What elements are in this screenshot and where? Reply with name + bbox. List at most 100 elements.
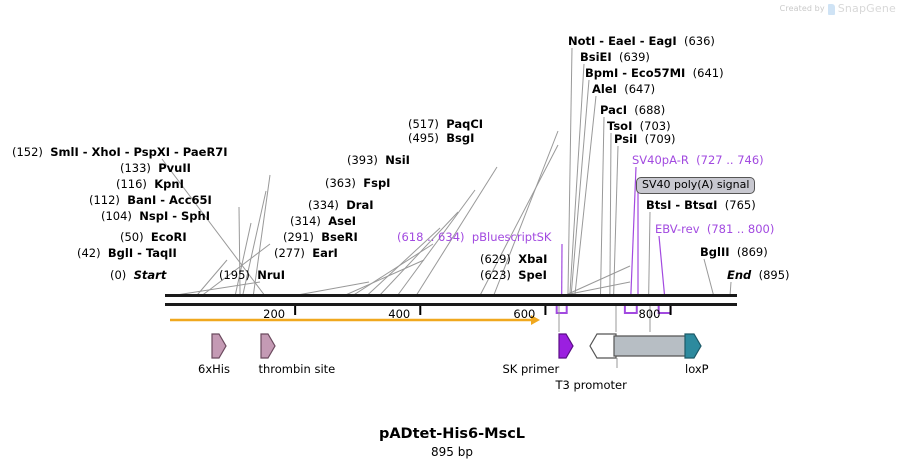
site-enzyme-names: Start xyxy=(133,268,167,282)
site-enzyme-names: BpmI - Eco57MI xyxy=(585,66,686,80)
site-position: (133) xyxy=(120,161,151,175)
site-label-smli-group[interactable]: (152) SmlI - XhoI - PspXI - PaeR7I xyxy=(12,146,228,159)
site-label-bseri[interactable]: (291) BseRI xyxy=(283,230,358,244)
leader-xbai xyxy=(563,265,631,297)
plasmid-length: 895 bp xyxy=(431,445,473,459)
site-label-end[interactable]: End (895) xyxy=(727,268,790,282)
primer-name: SV40pA-R xyxy=(632,153,689,167)
site-position: (495) xyxy=(408,131,439,145)
feature-arrow-t3-promoter xyxy=(589,333,617,359)
site-label-paqci[interactable]: (517) PaqCI xyxy=(408,117,484,131)
site-label-tsoi[interactable]: TsoI (703) xyxy=(607,120,671,133)
site-label-drai[interactable]: (334) DraI xyxy=(308,198,374,212)
site-position: (639) xyxy=(619,50,650,64)
site-position: (42) xyxy=(77,246,101,260)
leader-nrui xyxy=(291,281,370,297)
leader-fspi xyxy=(396,189,476,297)
watermark-prefix: Created by xyxy=(779,4,825,13)
leader-eari xyxy=(343,259,425,297)
site-label-nsii[interactable]: (393) NsiI xyxy=(347,153,410,167)
primer-label-sv40pa-r[interactable]: SV40pA-R (727 .. 746) xyxy=(632,153,764,167)
site-enzyme-names: BsgI xyxy=(446,131,475,145)
site-enzyme-names: PsiI xyxy=(614,132,638,146)
backbone-top-rule xyxy=(165,294,737,297)
primer-range: (618 .. 634) xyxy=(397,230,465,244)
feature-label-sv40-polya[interactable]: SV40 poly(A) signal xyxy=(636,177,756,195)
primer-leader-pblue xyxy=(555,243,568,314)
primer-name: EBV-rev xyxy=(655,222,700,236)
site-position: (765) xyxy=(724,198,756,212)
site-label-start[interactable]: (0) Start xyxy=(110,268,167,282)
site-position: (623) xyxy=(480,268,511,282)
leader-bglii xyxy=(703,258,715,297)
site-label-nrui[interactable]: (195) NruI xyxy=(219,269,285,282)
site-label-spei[interactable]: (623) SpeI xyxy=(480,268,547,282)
primer-range: (727 .. 746) xyxy=(696,153,764,167)
ruler-tick-200 xyxy=(294,306,297,315)
feature-arrow-sk-primer xyxy=(558,333,574,359)
leader-ecori xyxy=(200,243,271,297)
site-position: (895) xyxy=(758,268,790,282)
primer-label-ebv-rev[interactable]: EBV-rev (781 .. 800) xyxy=(655,222,775,236)
site-enzyme-names: BanI - Acc65I xyxy=(127,193,212,207)
leader-bani-group xyxy=(238,206,241,297)
site-label-noti-group[interactable]: NotI - EaeI - EagI (636) xyxy=(568,34,715,48)
primer-label-pbluescriptsk[interactable]: (618 .. 634) pBluescriptSK xyxy=(397,230,551,244)
ruler-tick-label-200: 200 xyxy=(263,307,286,321)
site-position: (291) xyxy=(283,230,314,244)
leader-bpmi-group xyxy=(570,79,590,297)
site-label-psii[interactable]: PsiI (709) xyxy=(614,132,676,146)
leader-alei xyxy=(574,95,597,297)
leader-paci xyxy=(599,116,605,297)
site-enzyme-names: PvuII xyxy=(158,161,191,175)
feature-arrow-6xhis xyxy=(211,333,227,359)
leader-bgli-group xyxy=(195,259,228,297)
site-enzyme-names: KpnI xyxy=(154,177,184,191)
site-label-bsiei[interactable]: BsiEI (639) xyxy=(580,50,650,64)
site-position: (709) xyxy=(644,132,676,146)
feature-arrow-thrombin xyxy=(260,333,276,359)
leader-start xyxy=(169,281,261,297)
site-label-fspi[interactable]: (363) FspI xyxy=(325,176,391,190)
site-position: (334) xyxy=(308,198,339,212)
site-position: (636) xyxy=(684,34,715,48)
site-label-btsi-group[interactable]: BtsI - BtsαI (765) xyxy=(646,198,756,212)
site-label-pvuii[interactable]: (133) PvuII xyxy=(120,161,191,175)
site-label-asei[interactable]: (314) AseI xyxy=(290,214,356,228)
leader-nsii xyxy=(415,166,498,297)
site-label-eari[interactable]: (277) EarI xyxy=(274,247,338,260)
site-label-ecori[interactable]: (50) EcoRI xyxy=(120,230,187,244)
leader-end xyxy=(729,281,732,297)
leader-psii xyxy=(613,145,619,297)
site-position: (314) xyxy=(290,214,321,228)
site-enzyme-names: NotI - EaeI - EagI xyxy=(568,34,677,48)
site-label-paci[interactable]: PacI (688) xyxy=(600,104,665,117)
site-label-alei[interactable]: AleI (647) xyxy=(592,83,655,96)
site-label-bsgi[interactable]: (495) BsgI xyxy=(408,131,475,145)
site-enzyme-names: EcoRI xyxy=(150,230,187,244)
primer-range: (781 .. 800) xyxy=(706,222,775,236)
site-label-kpni[interactable]: (116) KpnI xyxy=(116,177,184,191)
site-label-bglii[interactable]: BglII (869) xyxy=(700,245,768,259)
feature-caption-thrombin: thrombin site xyxy=(258,362,336,376)
leader-asei xyxy=(366,227,441,297)
site-enzyme-names: FspI xyxy=(363,176,391,190)
site-label-bani-group[interactable]: (112) BanI - Acc65I xyxy=(89,193,212,207)
site-enzyme-names: BglII xyxy=(700,245,730,259)
site-enzyme-names: BseRI xyxy=(321,230,358,244)
ruler-tick-label-800: 800 xyxy=(638,307,661,321)
site-position: (393) xyxy=(347,153,378,167)
ruler-tick-800 xyxy=(669,306,672,315)
site-position: (363) xyxy=(325,176,356,190)
site-label-xbai[interactable]: (629) XbaI xyxy=(480,253,547,266)
site-enzyme-names: BglI - TaqII xyxy=(107,246,177,260)
ruler-tick-label-600: 600 xyxy=(513,307,536,321)
site-position: (112) xyxy=(89,193,120,207)
ruler-tick-600 xyxy=(544,306,547,315)
site-label-bgli-group[interactable]: (42) BglI - TaqII xyxy=(77,246,177,260)
site-enzyme-names: PaqCI xyxy=(446,117,484,131)
site-enzyme-names: NsiI xyxy=(385,153,410,167)
site-label-bpmi-group[interactable]: BpmI - Eco57MI (641) xyxy=(585,66,724,80)
site-label-nspi-group[interactable]: (104) NspI - SphI xyxy=(101,210,210,223)
